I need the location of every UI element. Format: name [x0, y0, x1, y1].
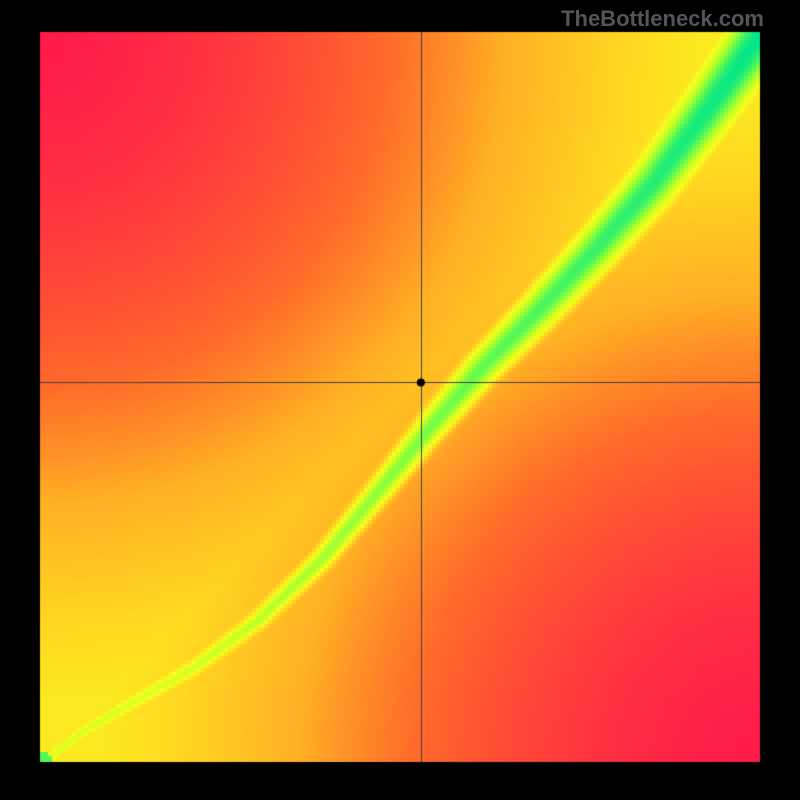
bottleneck-heatmap-canvas — [0, 0, 800, 800]
chart-container: { "image": { "width": 800, "height": 800… — [0, 0, 800, 800]
watermark-label: TheBottleneck.com — [561, 6, 764, 32]
